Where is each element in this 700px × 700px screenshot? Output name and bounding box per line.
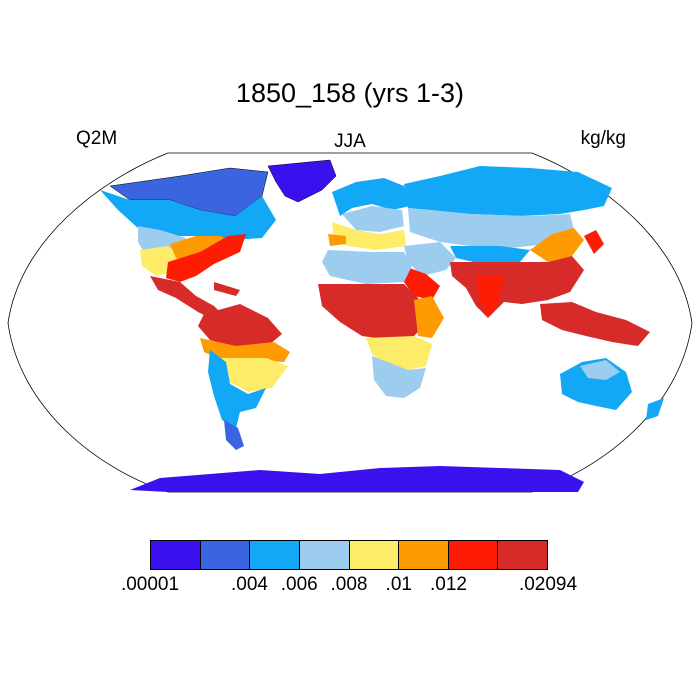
region-south-america-mild xyxy=(214,358,288,392)
region-central-asia xyxy=(408,208,574,248)
colorbar-swatch-2 xyxy=(250,541,300,569)
plot-title: 1850_158 (yrs 1-3) xyxy=(235,78,465,108)
colorbar-swatch-3 xyxy=(299,541,350,569)
colorbar-tick-label: .02094 xyxy=(518,574,578,595)
colorbar-tick-label: .006 xyxy=(280,574,318,595)
variable-label: Q2M xyxy=(76,128,118,149)
units-label: kg/kg xyxy=(580,128,626,149)
colorbar-swatch-0 xyxy=(151,541,201,569)
region-south-america-warm xyxy=(200,338,290,362)
region-caribbean xyxy=(214,282,240,296)
region-australia-north xyxy=(580,360,620,380)
region-arabia xyxy=(404,266,440,300)
region-maritime-southeast-asia xyxy=(540,302,650,346)
region-central-america xyxy=(150,276,226,322)
colorbar-tick-label: .004 xyxy=(231,574,268,595)
region-amazon xyxy=(198,304,282,348)
region-mediterranean-north xyxy=(332,222,406,250)
colorbar-tick-label: .008 xyxy=(330,574,368,595)
colorbar-swatch-7 xyxy=(498,541,547,569)
colorbar-swatch-5 xyxy=(399,541,449,569)
region-central-europe xyxy=(342,206,404,232)
region-north-america-east xyxy=(166,234,246,282)
region-middle-east xyxy=(404,242,456,276)
region-new-zealand xyxy=(646,398,664,420)
colorbar-tick-label: .00001 xyxy=(120,574,180,595)
colorbar-tick-label: .01 xyxy=(385,574,412,595)
region-india-south xyxy=(476,276,504,318)
region-mediterranean-west xyxy=(328,234,346,246)
region-tibet xyxy=(450,246,530,264)
region-japan xyxy=(584,230,604,254)
region-patagonia xyxy=(224,420,244,450)
region-sahara xyxy=(322,250,412,284)
colorbar xyxy=(150,540,548,570)
colorbar-tick-label: .012 xyxy=(430,574,467,595)
colorbar-swatch-4 xyxy=(349,541,400,569)
region-south-america-cool xyxy=(208,350,266,428)
colorbar-swatch-1 xyxy=(200,541,251,569)
region-south-africa-cool xyxy=(372,356,426,398)
region-siberia xyxy=(404,166,612,216)
season-label: JJA xyxy=(334,131,366,152)
region-sahel xyxy=(318,284,428,340)
region-east-africa xyxy=(414,296,444,338)
region-antarctica xyxy=(130,466,584,492)
region-greenland xyxy=(267,159,337,203)
region-northern-europe xyxy=(332,178,410,216)
region-east-asia xyxy=(530,228,584,262)
region-north-america-warm xyxy=(170,236,228,262)
colorbar-swatch-6 xyxy=(448,541,499,569)
